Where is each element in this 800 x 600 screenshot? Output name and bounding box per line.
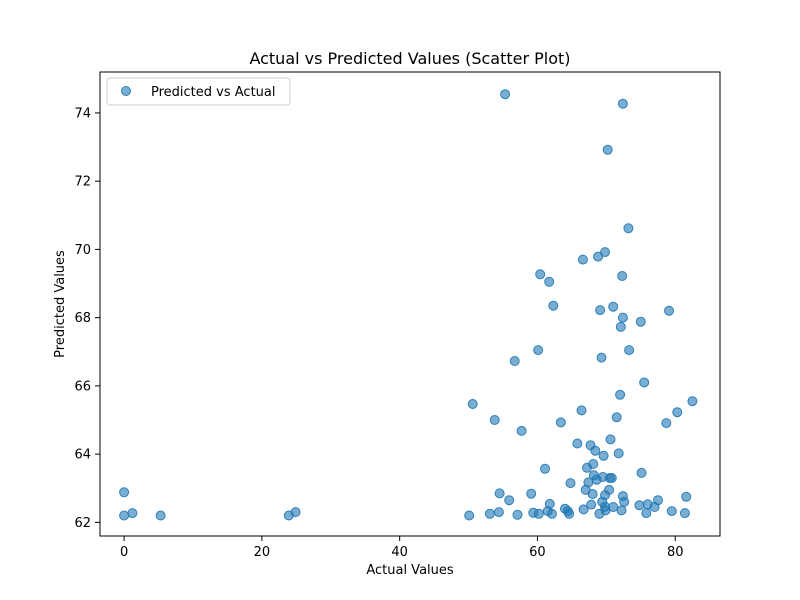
data-point-17 [526,488,537,499]
data-point-41 [586,499,597,510]
y-tick-label: 68 [74,311,91,326]
data-point-84 [653,495,663,506]
y-tick-label: 70 [74,243,91,258]
data-point-63 [608,301,619,312]
data-point-13 [504,495,515,506]
data-point-76 [624,345,635,356]
data-point-26 [546,508,557,519]
data-point-20 [533,508,544,519]
data-point-2 [127,508,138,519]
data-points [119,89,698,521]
data-point-1 [119,510,130,521]
data-point-11 [494,488,505,499]
data-point-9 [489,415,500,425]
data-point-64 [608,502,619,512]
data-point-34 [576,405,587,416]
data-point-5 [290,507,301,518]
data-point-86 [664,305,674,316]
data-point-87 [666,506,677,517]
y-tick-label: 74 [74,106,91,121]
data-point-49 [595,305,606,316]
data-point-27 [548,300,559,311]
y-axis-label: Predicted Values [53,250,68,358]
data-point-10 [493,507,504,518]
data-point-50 [596,352,607,363]
data-point-68 [615,321,626,332]
data-point-45 [590,445,601,456]
data-point-28 [555,417,566,428]
data-point-12 [500,89,511,100]
data-point-79 [636,467,647,478]
data-point-22 [540,463,550,474]
data-point-35 [577,254,588,265]
axes-frame [99,71,721,537]
data-point-85 [661,418,672,429]
x-tick-label: 0 [120,545,128,560]
data-point-19 [533,345,544,356]
data-point-62 [606,473,617,483]
data-point-59 [604,484,615,495]
data-point-91 [687,396,698,407]
data-point-3 [155,510,166,521]
data-point-77 [634,500,645,511]
data-point-8 [484,508,495,519]
data-point-33 [572,438,583,449]
y-tick-label: 62 [74,516,91,531]
data-point-16 [516,425,527,436]
data-point-58 [602,144,613,155]
data-point-90 [681,491,692,502]
data-point-89 [679,508,690,519]
x-tick-label: 20 [254,545,271,560]
legend-box [106,77,291,106]
x-tick-label: 80 [667,545,684,560]
data-point-71 [617,312,628,323]
data-point-21 [535,269,546,280]
data-point-31 [564,508,575,519]
data-point-73 [617,98,628,109]
data-point-56 [600,247,610,258]
data-point-75 [623,223,634,234]
data-point-53 [598,450,609,461]
legend: Predicted vs Actual [106,77,291,106]
data-point-78 [635,316,646,327]
data-point-81 [641,508,652,519]
data-point-69 [616,505,627,516]
chart-title: Actual vs Predicted Values (Scatter Plot… [249,49,570,68]
plot-area [100,72,720,536]
data-point-65 [611,412,622,423]
data-point-7 [467,399,478,409]
y-tick-label: 66 [74,379,91,394]
data-point-80 [639,377,650,388]
data-point-6 [464,510,475,521]
y-tick-label: 72 [74,175,91,190]
data-point-47 [593,251,604,262]
data-point-67 [615,389,626,400]
data-point-14 [509,356,520,366]
data-point-88 [672,407,683,418]
data-point-70 [617,271,628,281]
x-axis-label: Actual Values [366,563,454,578]
x-tick-label: 40 [391,545,408,560]
data-point-43 [588,459,599,469]
y-tick-label: 64 [74,448,91,463]
data-point-36 [578,504,589,515]
data-point-0 [119,487,130,498]
data-point-15 [512,509,523,520]
data-point-25 [544,498,555,509]
x-tick-label: 60 [529,545,546,560]
data-point-32 [565,478,576,489]
data-point-42 [587,489,598,499]
data-point-74 [619,496,630,507]
data-point-24 [544,276,555,287]
legend-label: Predicted vs Actual [151,85,275,100]
x-axis-ticks: 0 20 40 60 80 [120,536,684,560]
y-axis-ticks: 62 64 66 68 70 72 74 [74,106,100,531]
data-point-61 [605,434,616,445]
data-point-66 [613,448,624,459]
legend-marker [121,86,131,96]
